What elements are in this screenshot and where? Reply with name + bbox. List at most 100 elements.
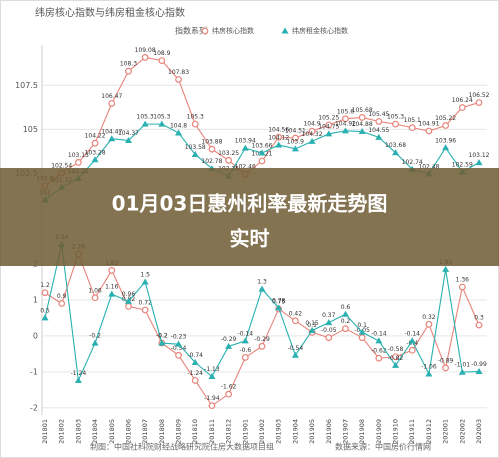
data-label: 104.32	[302, 131, 323, 138]
point	[175, 351, 182, 359]
data-label: -0.54	[171, 345, 187, 352]
point	[141, 54, 149, 61]
data-label: 108.3	[120, 61, 137, 68]
point	[191, 377, 199, 384]
point	[442, 364, 450, 372]
point	[175, 129, 183, 136]
point	[358, 328, 366, 335]
data-label: -0.89	[438, 357, 454, 364]
point	[108, 290, 116, 297]
x-tick-label: 201802	[58, 419, 66, 444]
x-tick-label: 201906	[325, 419, 333, 444]
data-label: -0.29	[221, 336, 237, 343]
point	[125, 67, 132, 75]
data-label: -0.6	[239, 347, 251, 354]
banner	[0, 168, 499, 266]
point	[375, 118, 383, 125]
data-label: -1.24	[187, 370, 203, 377]
data-label: -0.74	[187, 352, 203, 359]
point	[225, 156, 233, 164]
point	[208, 402, 216, 410]
data-label: 102.46	[235, 164, 256, 171]
point	[325, 121, 333, 129]
data-label: 104.88	[352, 121, 373, 128]
data-label: 1.16	[105, 284, 119, 291]
x-tick-label: 201806	[124, 419, 132, 444]
data-label: 103.12	[469, 152, 490, 159]
point	[358, 128, 366, 135]
point	[74, 159, 82, 166]
point	[458, 283, 466, 291]
data-label: -0.14	[404, 330, 420, 337]
point	[258, 149, 266, 156]
data-label: -0.62	[371, 348, 387, 355]
legend-marker	[201, 27, 209, 35]
data-label: 102.59	[452, 161, 473, 168]
point	[191, 120, 199, 128]
point	[358, 334, 366, 342]
point	[91, 339, 99, 346]
point	[375, 337, 383, 344]
point	[141, 120, 149, 127]
legend-title: 指数系列	[175, 26, 207, 36]
point	[208, 145, 216, 153]
point	[91, 139, 99, 147]
point	[442, 122, 450, 129]
point	[275, 304, 283, 311]
y-tick-label: 0	[33, 331, 38, 340]
point	[475, 367, 483, 374]
x-tick-label: 201801	[41, 419, 49, 444]
x-tick-label: 201804	[91, 419, 99, 444]
point	[291, 351, 299, 358]
data-label: 0.5	[40, 307, 50, 314]
point	[458, 368, 466, 375]
source: 制图：中国社科院财经战略研究院住房大数据项目组	[90, 442, 274, 452]
data-label: 104.91	[418, 121, 439, 128]
x-tick-label: 201812	[225, 419, 233, 444]
point	[91, 294, 99, 302]
data-label: 103.68	[385, 142, 406, 149]
point	[124, 297, 132, 304]
data-label: -0.2	[156, 333, 168, 340]
point	[241, 354, 249, 361]
point	[425, 127, 433, 135]
data-label: -0.05	[321, 327, 337, 334]
x-tick-label: 201908	[358, 419, 366, 444]
x-tick-label: 201905	[308, 419, 316, 444]
x-tick-label: 201808	[158, 419, 166, 444]
data-label: 105.3	[187, 114, 204, 121]
x-tick-label: 202003	[475, 419, 483, 444]
data-label: -0.54	[288, 345, 304, 352]
point	[325, 319, 333, 326]
data-label: 105.68	[352, 107, 373, 114]
point	[58, 300, 66, 307]
point	[291, 317, 299, 325]
point	[392, 120, 399, 128]
point	[291, 145, 299, 152]
data-label: 103.13	[68, 152, 89, 159]
x-tick-label: 202002	[458, 419, 466, 444]
point	[241, 144, 249, 151]
point	[442, 144, 450, 151]
data-label: 106.24	[452, 97, 473, 104]
data-label: 0.75	[272, 298, 286, 305]
point	[442, 265, 450, 272]
data-label: -0.58	[388, 346, 404, 353]
point	[158, 57, 166, 64]
legend-label: 纬房核心指数	[212, 26, 254, 35]
point	[342, 325, 349, 333]
data-label: 1.2	[40, 282, 50, 289]
data-label: -0.2	[89, 333, 101, 340]
data-label: -0.2	[156, 333, 168, 340]
point	[258, 157, 266, 165]
point	[291, 134, 299, 142]
point	[342, 115, 349, 123]
point	[408, 346, 416, 354]
data-label: 104.51	[285, 128, 306, 135]
point	[91, 156, 99, 163]
x-tick-label: 202001	[442, 419, 450, 444]
data-label: 106.52	[469, 92, 490, 99]
x-tick-label: 201901	[241, 419, 249, 444]
data-label: 103.96	[435, 137, 456, 144]
point	[358, 114, 366, 121]
